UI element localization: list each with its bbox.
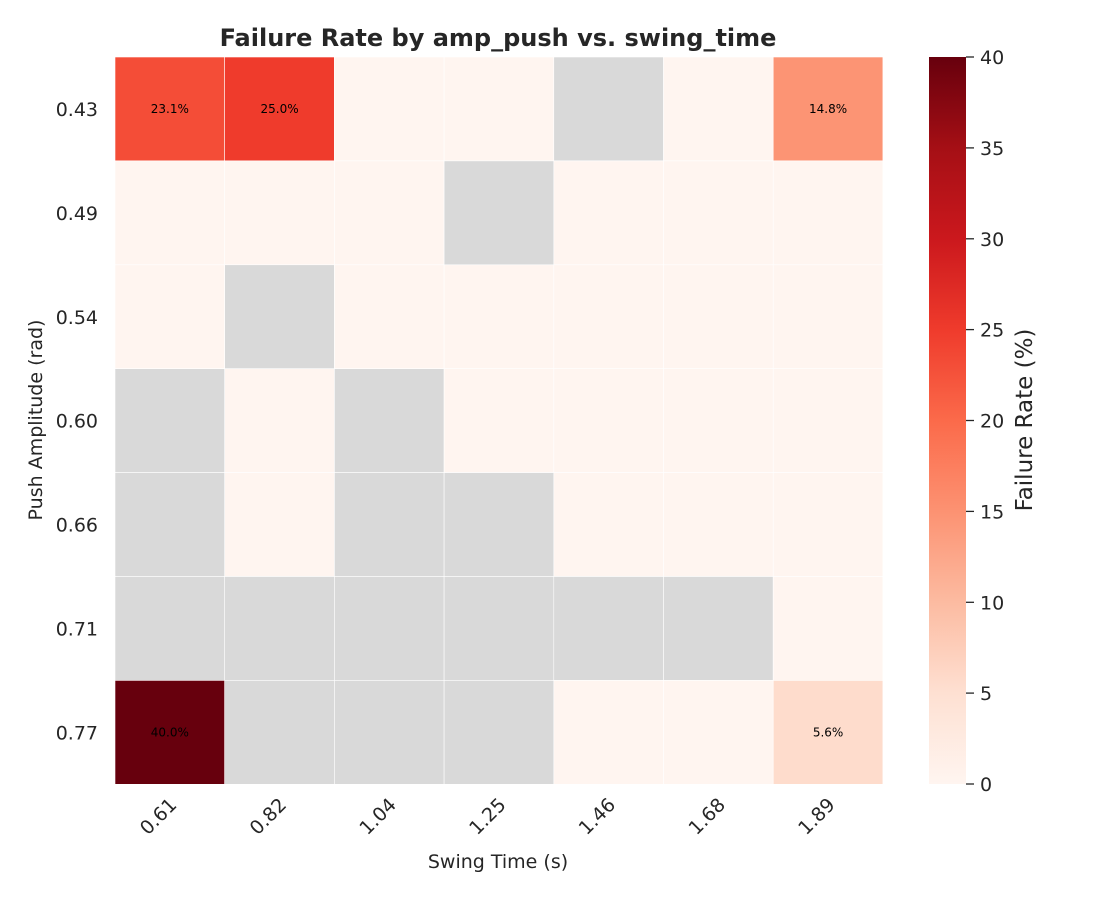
heatmap-cell-missing [443, 160, 555, 266]
heatmap-cell [443, 56, 555, 162]
heatmap-cell-missing [553, 576, 664, 681]
heatmap-cell [114, 56, 225, 162]
heatmap-cell-missing [334, 680, 445, 785]
heatmap-cells [114, 56, 884, 785]
heatmap-cell [224, 160, 335, 266]
cell-annotation: 5.6% [813, 725, 844, 739]
heatmap-cell [334, 56, 445, 162]
x-axis-label: Swing Time (s) [428, 851, 568, 873]
y-tick-label: 0.77 [56, 722, 98, 744]
heatmap-cell [334, 160, 445, 266]
colorbar-tick-label: 5 [980, 683, 992, 705]
heatmap-cell-missing [443, 576, 555, 681]
heatmap-cell [114, 264, 225, 369]
heatmap-cell-missing [334, 472, 445, 577]
chart-title: Failure Rate by amp_push vs. swing_time [220, 24, 777, 52]
x-tick-label: 1.25 [465, 794, 510, 839]
heatmap-cell [663, 160, 774, 266]
y-tick-label: 0.54 [56, 307, 98, 329]
y-tick-labels: 0.43 0.49 0.54 0.60 0.66 0.71 0.77 [56, 99, 98, 744]
heatmap-cell [663, 472, 774, 577]
heatmap-cell-missing [443, 680, 555, 785]
y-tick-label: 0.66 [56, 515, 98, 537]
heatmap-cell [553, 680, 664, 785]
heatmap-cell-missing [553, 56, 664, 162]
y-tick-label: 0.60 [56, 411, 98, 433]
heatmap-cell [663, 368, 774, 473]
heatmap-cell [772, 368, 884, 473]
heatmap-cell-missing [114, 368, 225, 473]
heatmap-cell-missing [114, 576, 225, 681]
colorbar-tick-label: 10 [980, 592, 1004, 614]
cell-annotation: 40.0% [151, 725, 189, 739]
heatmap-cell [443, 368, 555, 473]
y-axis-label: Push Amplitude (rad) [25, 320, 47, 521]
heatmap-cell [663, 56, 774, 162]
heatmap-cell [553, 472, 664, 577]
heatmap-cell [772, 576, 884, 681]
heatmap-cell [114, 680, 225, 785]
heatmap-cell [553, 264, 664, 369]
colorbar-label: Failure Rate (%) [1012, 329, 1038, 512]
heatmap-cell [663, 680, 774, 785]
x-tick-label: 1.68 [684, 794, 729, 839]
heatmap-cell [772, 160, 884, 266]
x-tick-label: 1.46 [575, 794, 620, 839]
colorbar-tick-label: 35 [980, 138, 1004, 160]
heatmap-cell [553, 368, 664, 473]
colorbar-tick-label: 0 [980, 774, 992, 796]
heatmap-cell-missing [663, 576, 774, 681]
colorbar [929, 57, 966, 784]
y-tick-label: 0.43 [56, 99, 98, 121]
cell-annotation: 14.8% [809, 102, 847, 116]
colorbar-tick-label: 25 [980, 320, 1004, 342]
heatmap-cell-missing [443, 472, 555, 577]
heatmap-cell-missing [224, 576, 335, 681]
heatmap-cell-missing [224, 680, 335, 785]
x-tick-label: 0.82 [246, 794, 291, 839]
y-tick-label: 0.71 [56, 619, 98, 641]
y-tick-label: 0.49 [56, 203, 98, 225]
heatmap-cell [334, 264, 445, 369]
colorbar-tick-label: 40 [980, 47, 1004, 69]
x-tick-label: 1.89 [794, 794, 839, 839]
heatmap-cell-missing [114, 472, 225, 577]
heatmap-cell [443, 264, 555, 369]
heatmap-cell [553, 160, 664, 266]
heatmap-cell [772, 56, 884, 162]
colorbar-tick-label: 15 [980, 501, 1004, 523]
heatmap-cell [772, 264, 884, 369]
heatmap-cell [663, 264, 774, 369]
heatmap-cell [772, 680, 884, 785]
heatmap-cell-missing [224, 264, 335, 369]
colorbar-tick-label: 20 [980, 411, 1004, 433]
heatmap-cell [224, 56, 335, 162]
x-tick-labels: 0.61 0.82 1.04 1.25 1.46 1.68 1.89 [136, 794, 840, 839]
cell-annotation: 23.1% [151, 102, 189, 116]
heatmap-cell [224, 368, 335, 473]
heatmap-cell [772, 472, 884, 577]
x-tick-label: 1.04 [355, 794, 400, 839]
heatmap-cell [224, 472, 335, 577]
colorbar-ticks: 0 5 10 15 20 25 30 35 40 [966, 47, 1004, 796]
heatmap-cell-missing [334, 576, 445, 681]
heatmap-cell-missing [334, 368, 445, 473]
x-tick-label: 0.61 [136, 794, 181, 839]
cell-annotation: 25.0% [261, 102, 299, 116]
heatmap-cell [114, 160, 225, 266]
colorbar-tick-label: 30 [980, 229, 1004, 251]
cell-annotations: 23.1% 25.0% 14.8% 40.0% 5.6% [151, 102, 847, 739]
